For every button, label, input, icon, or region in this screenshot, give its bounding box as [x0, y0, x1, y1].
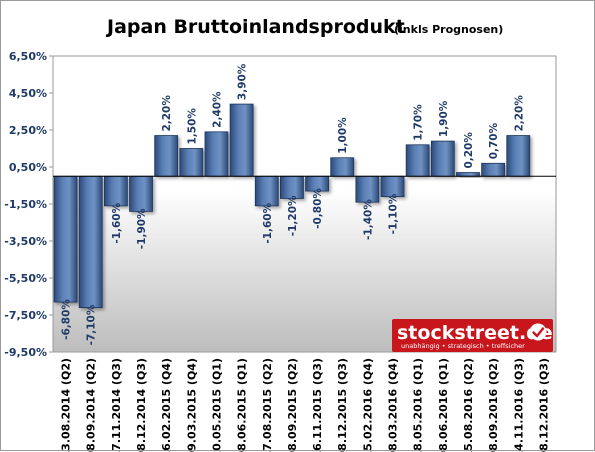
y-tick-label: 6,50% [9, 50, 47, 63]
x-tick-label: 15.08.2016 (Q2) [462, 358, 475, 452]
y-axis: 6,50% 4,50% 2,50% 0,50% -1,50% -3,50% -5,50% -7… [4, 50, 53, 359]
bar [456, 172, 480, 177]
bar [154, 135, 179, 177]
data-label: -7,10% [86, 304, 98, 345]
x-tick-label: 08.12.2014 (Q3) [135, 358, 148, 452]
y-tick-label: 4,50% [9, 87, 47, 100]
data-label: -1,90% [136, 208, 148, 249]
x-tick-label: 08.09.2016 (Q2) [487, 358, 500, 452]
bar [430, 140, 455, 177]
x-tick-label: 15.02.2016 (Q4) [361, 358, 374, 452]
bar [53, 175, 78, 303]
chart-title: Japan Bruttoinlandsprodukt [105, 16, 405, 38]
data-label: 1,90% [438, 100, 450, 137]
data-label: -1,40% [362, 199, 374, 240]
y-tick-label: -7,50% [4, 309, 47, 322]
bar [179, 148, 204, 177]
x-tick-label: 16.11.2015 (Q3) [311, 358, 324, 452]
bar [481, 162, 506, 177]
x-tick-label: 08.03.2016 (Q4) [387, 358, 400, 452]
x-tick-label: 14.11.2016 (Q3) [512, 358, 525, 452]
x-tick-label: 08.12.2015 (Q3) [336, 358, 349, 452]
x-tick-label: 17.11.2014 (Q3) [110, 358, 123, 452]
bar [506, 135, 531, 177]
x-tick-label: 13.08.2014 (Q2) [60, 358, 73, 452]
x-tick-label: 08.09.2015 (Q2) [286, 358, 299, 452]
data-label: -0,80% [312, 188, 324, 229]
data-label: -6,80% [61, 299, 73, 340]
bar [330, 157, 355, 177]
x-tick-label: 18.05.2016 (Q1) [412, 358, 425, 452]
chart-subtitle: (inkls Prognosen) [394, 23, 503, 36]
data-label: 2,20% [161, 95, 173, 132]
x-tick-label: 09.03.2015 (Q4) [185, 358, 198, 452]
bar [380, 175, 405, 198]
logo-name: stockstreet.de [397, 322, 553, 344]
y-tick-label: -1,50% [4, 198, 47, 211]
x-tick-label: 17.08.2015 (Q2) [261, 358, 274, 452]
plot-area [52, 55, 557, 353]
data-label: 2,40% [211, 91, 223, 128]
data-label: 0,20% [463, 132, 475, 169]
x-tick-label: 16.02.2015 (Q4) [160, 358, 173, 452]
bar [129, 175, 153, 212]
data-label: -1,10% [388, 193, 400, 234]
data-label: 1,50% [186, 108, 198, 145]
data-label: 1,70% [413, 104, 425, 141]
bar [355, 175, 380, 203]
data-label: -1,60% [111, 202, 123, 243]
bar [229, 103, 254, 177]
logo-tagline: unabhängig • strategisch • treffsicher [401, 342, 525, 350]
bar [204, 131, 229, 177]
y-tick-label: 2,50% [9, 124, 47, 137]
x-tick-label: 20.05.2015 (Q1) [210, 358, 223, 452]
bar [103, 175, 128, 207]
x-tick-label: 08.12.2016 (Q3) [537, 358, 550, 452]
checkmark-icon [529, 323, 547, 341]
data-labels: -6,80% -7,10% -1,60% -1,90% 2,20% 1,50% 2,40% 3… [61, 63, 526, 345]
x-tick-label: 08.06.2015 (Q1) [236, 358, 249, 452]
y-tick-label: -3,50% [4, 235, 47, 248]
bar [254, 175, 279, 207]
data-label: -1,20% [287, 195, 299, 236]
x-tick-label: 08.09.2014 (Q2) [85, 358, 98, 452]
data-label: 2,20% [513, 95, 525, 132]
bar [280, 175, 304, 199]
x-tick-label: 08.06.2016 (Q1) [437, 358, 450, 452]
data-label: 0,70% [488, 122, 500, 159]
x-axis: 13.08.2014 (Q2) 08.09.2014 (Q2) 17.11.2014… [60, 358, 551, 452]
y-tick-label: -9,50% [4, 346, 47, 359]
data-label: 1,00% [337, 117, 349, 154]
data-label: 3,90% [237, 63, 249, 100]
stockstreet-logo: stockstreet.de unabhängig • strategisch … [392, 319, 553, 352]
bar [405, 144, 430, 177]
y-tick-label: -5,50% [4, 272, 47, 285]
y-tick-label: 0,50% [9, 161, 47, 174]
data-label: -1,60% [262, 202, 274, 243]
bar-series [53, 103, 531, 309]
bar [78, 175, 103, 309]
